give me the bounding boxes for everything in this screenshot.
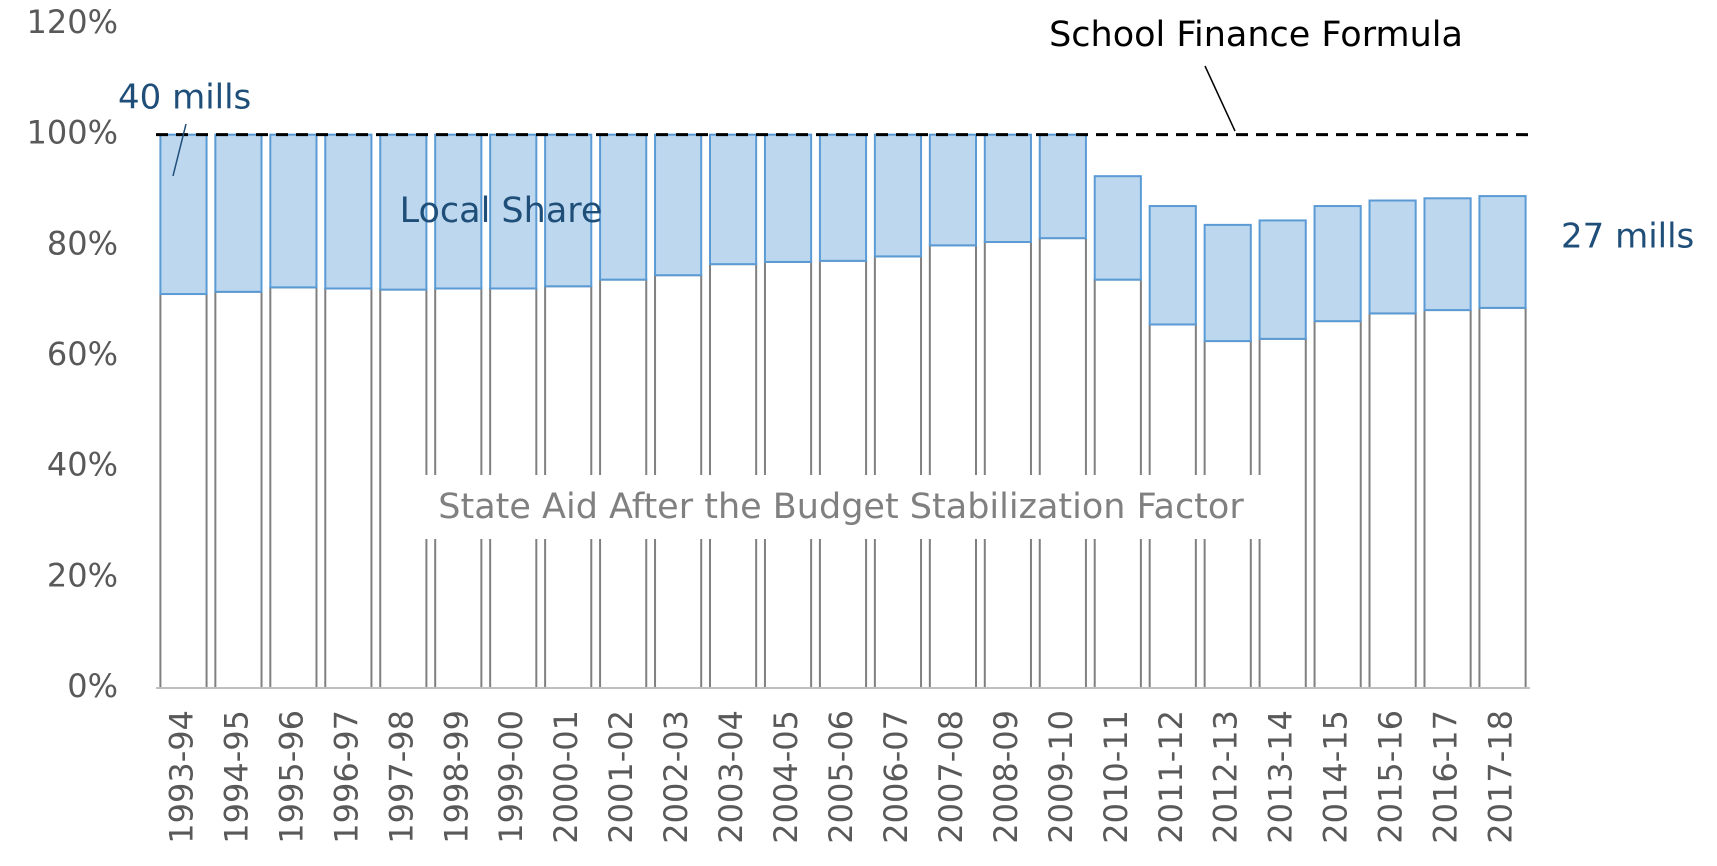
x-tick-label: 2004-05 <box>767 710 805 844</box>
bar-segment <box>1258 219 1307 340</box>
leader-line <box>172 123 187 177</box>
x-tick-label: 1996-97 <box>327 710 365 844</box>
y-tick-label: 120% <box>27 3 118 41</box>
x-tick-label: 2014-15 <box>1317 710 1355 844</box>
x-tick-label: 1993-94 <box>162 710 200 844</box>
bar-segment <box>1313 205 1362 323</box>
x-tick-label: 2009-10 <box>1042 710 1080 844</box>
x-tick-label: 2003-04 <box>712 710 750 844</box>
bar-segment <box>544 133 593 288</box>
x-tick-label: 2012-13 <box>1207 710 1245 844</box>
x-tick-label: 2008-09 <box>987 710 1025 844</box>
bar-segment <box>214 290 263 689</box>
bar-segment <box>324 287 373 689</box>
y-tick-label: 40% <box>47 446 118 484</box>
bar-segment <box>379 288 428 689</box>
bar-segment <box>1313 320 1362 689</box>
bar-segment <box>1478 306 1527 689</box>
x-tick-label: 2013-14 <box>1262 710 1300 844</box>
x-tick-label: 1999-00 <box>492 710 530 844</box>
bar-segment <box>1368 199 1417 315</box>
annotation: 40 mills <box>118 78 251 118</box>
x-tick-label: 2017-18 <box>1482 710 1520 844</box>
bar-segment <box>983 133 1032 244</box>
x-tick-label: 2015-16 <box>1372 710 1410 844</box>
x-tick-label: 1995-96 <box>272 710 310 844</box>
x-tick-label: 2016-17 <box>1427 710 1465 844</box>
series-label: Local Share <box>400 191 603 231</box>
series-label: State Aid After the Budget Stabilization… <box>438 487 1244 527</box>
bar-segment <box>654 133 703 277</box>
x-tick-label: 2005-06 <box>822 710 860 844</box>
bar-segment <box>983 241 1032 689</box>
bar-segment <box>379 133 428 291</box>
x-tick-label: 2011-12 <box>1152 710 1190 844</box>
bar-segment <box>1423 309 1472 689</box>
bar-segment <box>818 133 868 262</box>
x-tick-label: 2000-01 <box>547 710 585 844</box>
x-tick-label: 2001-02 <box>602 710 640 844</box>
y-tick-label: 0% <box>67 667 118 705</box>
bar-segment <box>708 133 758 266</box>
annotation: 27 mills <box>1561 217 1694 257</box>
y-tick-label: 80% <box>47 224 118 262</box>
bar-segment <box>928 244 978 689</box>
bar-segment <box>1148 205 1197 326</box>
bar-segment <box>1038 237 1087 689</box>
bar-segment <box>1093 175 1142 281</box>
bar-segment <box>1478 195 1527 309</box>
bar-segment <box>763 133 813 263</box>
bar-segment <box>159 133 208 296</box>
x-tick-label: 2006-07 <box>877 710 915 844</box>
bar-segment <box>763 260 813 689</box>
bar-segment <box>159 293 208 689</box>
bar-segment <box>324 133 373 290</box>
y-tick-label: 20% <box>47 556 118 594</box>
x-tick-label: 1998-99 <box>437 710 475 844</box>
bar-segment <box>873 133 923 258</box>
bar-segment <box>873 255 923 689</box>
bar-segment <box>1258 337 1307 689</box>
bar-segment <box>928 133 978 247</box>
bar-segment <box>1423 197 1472 312</box>
y-tick-label: 60% <box>47 335 118 373</box>
x-tick-label: 2007-08 <box>932 710 970 844</box>
bar-segment <box>818 259 868 689</box>
reference-label: School Finance Formula <box>1049 15 1463 55</box>
bar-segment <box>269 133 318 289</box>
label-background <box>420 475 1263 539</box>
bar-segment <box>1368 312 1417 689</box>
bar-segment <box>1203 223 1252 343</box>
bar-segment <box>489 133 538 290</box>
bar-segment <box>214 133 263 293</box>
bar-segment <box>1038 133 1087 240</box>
y-tick-label: 100% <box>27 114 118 152</box>
x-tick-label: 1994-95 <box>217 710 255 844</box>
x-tick-label: 2010-11 <box>1097 710 1135 844</box>
bar-segment <box>599 133 648 281</box>
x-tick-label: 1997-98 <box>382 710 420 844</box>
bar-segment <box>269 286 318 689</box>
x-tick-label: 2002-03 <box>657 710 695 844</box>
leader-line <box>1204 65 1236 132</box>
